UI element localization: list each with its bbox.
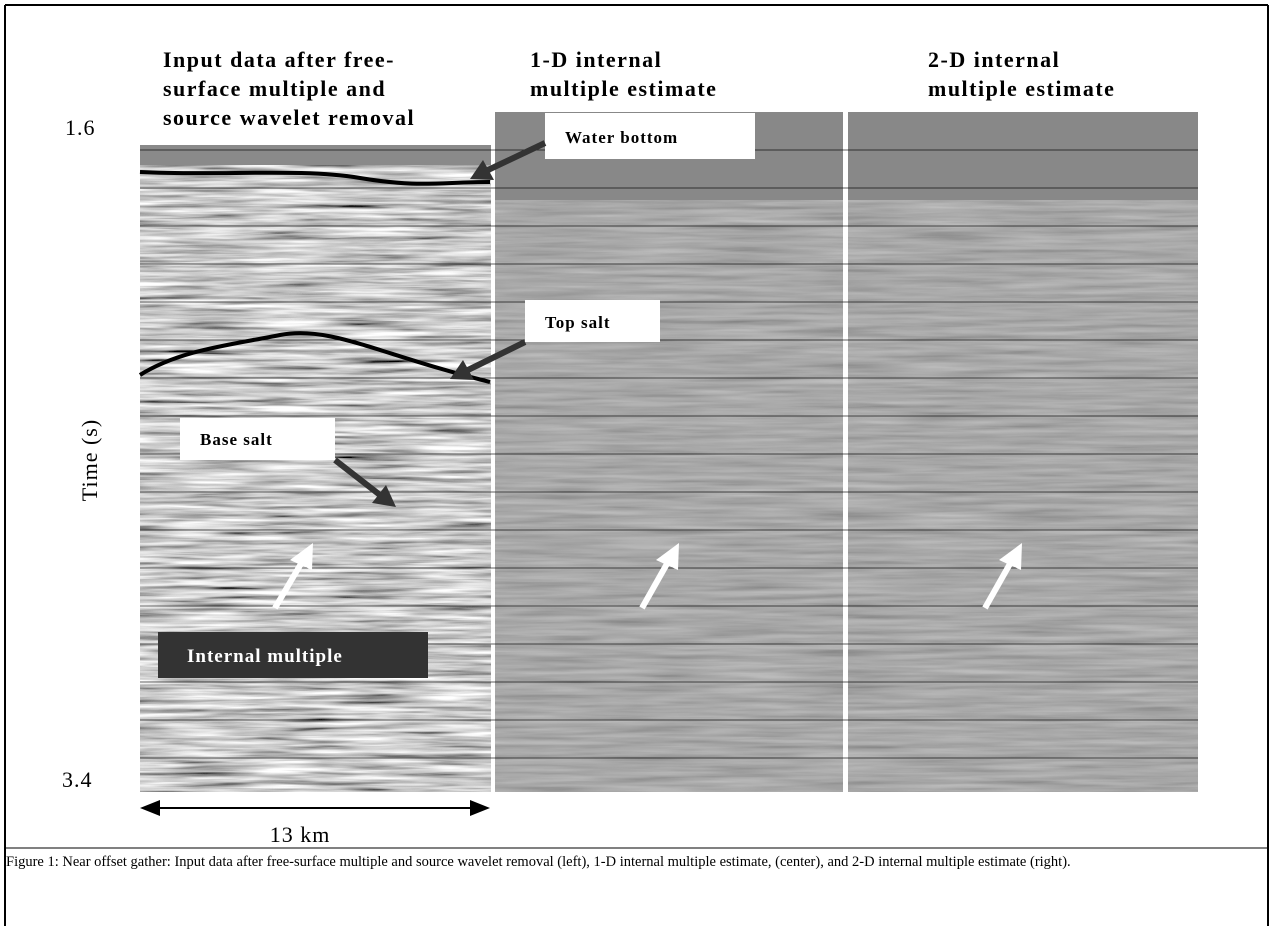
scale-arrowhead — [140, 800, 160, 816]
seismic-panel — [140, 145, 491, 792]
arrow — [486, 140, 547, 173]
annotation-box — [525, 300, 660, 342]
panel-title: multiple estimate — [530, 76, 717, 101]
annotation: Base salt — [200, 430, 273, 449]
annotation: Internal multiple — [187, 646, 343, 667]
seismic-texture — [848, 200, 1198, 792]
annotation: Water bottom — [565, 128, 678, 147]
arrowhead — [450, 360, 474, 380]
arrow — [466, 339, 527, 373]
panel-title: 1-D internal — [530, 47, 662, 72]
annotation-box — [545, 113, 755, 159]
arrow — [639, 560, 671, 610]
panel-title: Input data after free- — [163, 47, 395, 72]
water-bottom-reflector — [139, 170, 491, 186]
scale-arrowhead — [470, 800, 490, 816]
annotation-box — [180, 418, 335, 460]
top-salt-reflector — [138, 331, 491, 384]
axis-bottom: 3.4 — [62, 767, 93, 792]
arrow — [272, 560, 305, 610]
arrowhead — [656, 543, 679, 570]
time-lines — [140, 149, 1198, 759]
axis-top: 1.6 — [65, 115, 96, 140]
annotation-box — [158, 632, 428, 678]
annotation: Top salt — [545, 313, 610, 332]
arrows — [272, 140, 1022, 610]
figure-caption: Figure 1: Near offset gather: Input data… — [6, 854, 1071, 870]
panel-title: 2-D internal — [928, 47, 1060, 72]
seismic-texture — [495, 200, 843, 792]
scale-label: 13 km — [270, 822, 331, 847]
panel-titles: Input data after free-surface multiple a… — [163, 47, 1115, 130]
panel-title: multiple estimate — [928, 76, 1115, 101]
arrowhead — [290, 543, 313, 570]
arrowhead — [999, 543, 1022, 570]
arrowhead — [470, 160, 494, 180]
panel-title: surface multiple and — [163, 76, 386, 101]
panel-title: source wavelet removal — [163, 105, 415, 130]
axis-label: Time (s) — [77, 419, 102, 501]
arrowhead — [372, 485, 396, 507]
water-layer — [140, 145, 491, 165]
arrow — [982, 560, 1014, 610]
arrow — [333, 457, 382, 498]
